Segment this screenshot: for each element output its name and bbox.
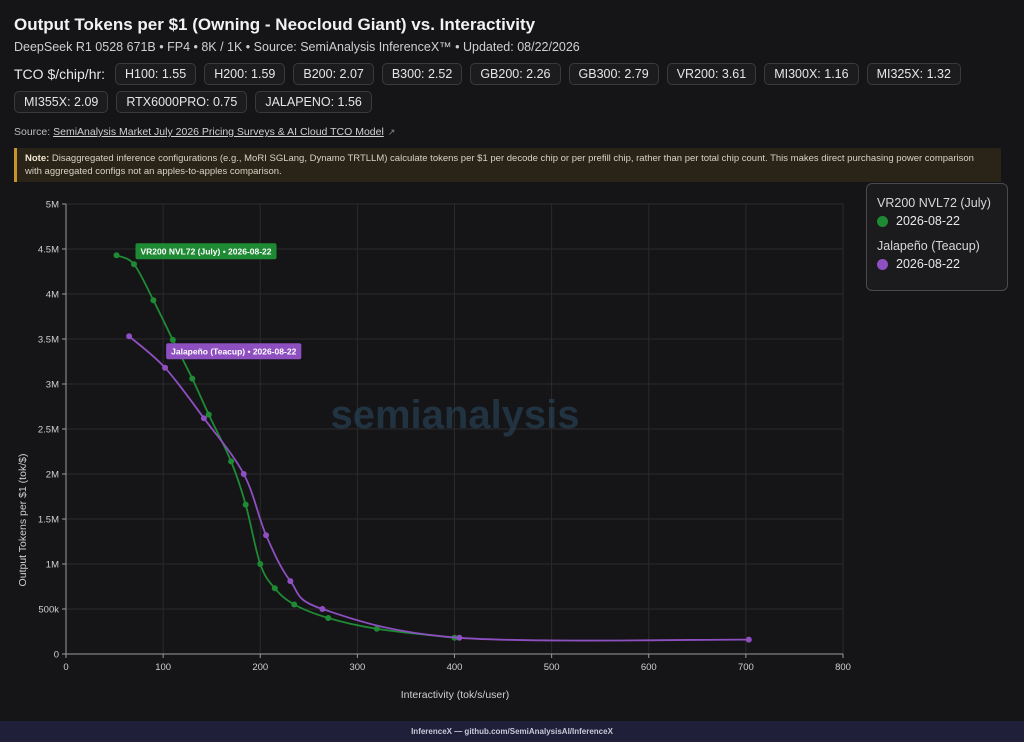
data-point (113, 252, 120, 259)
data-point (456, 634, 463, 641)
chart-axes: 0 500k 1M 1.5M 2M 2.5M 3M 3.5M 4M 4.5M 5M 0 100 200 30… (38, 200, 851, 674)
data-point (200, 415, 207, 422)
y-tick-label: 1.5M (38, 515, 59, 526)
external-link-icon[interactable]: ↗ (387, 127, 396, 137)
y-tick-label: 2M (46, 470, 59, 481)
tco-chip-mi355x[interactable]: MI355X: 2.09 (14, 91, 109, 113)
chart-series (113, 252, 752, 643)
data-point (287, 578, 294, 585)
y-tick-label: 5M (46, 200, 59, 211)
data-point (205, 411, 212, 418)
x-tick-label: 100 (155, 662, 171, 673)
x-tick-label: 0 (63, 662, 68, 673)
x-tick-label: 600 (641, 662, 657, 673)
y-tick-label: 2.5M (38, 425, 59, 436)
y-tick-label: 4.5M (38, 245, 59, 256)
legend-date-0: 2026-08-22 (896, 214, 960, 228)
data-point (271, 585, 278, 592)
tco-chip-b200[interactable]: B200: 2.07 (293, 63, 374, 85)
chart-legend: VR200 NVL72 (July) 2026-08-22 Jalapeño (… (866, 183, 1008, 291)
footer: InferenceX — github.com/SemiAnalysisAI/I… (0, 721, 1024, 742)
legend-marker-icon (877, 258, 888, 270)
x-axis-label: Interactivity (tok/s/user) (401, 689, 510, 701)
series-label-tag (166, 343, 302, 360)
data-point (291, 601, 298, 608)
data-point (745, 636, 752, 643)
y-tick-label: 1M (46, 560, 59, 571)
chart-area: semianalysis 0 500k 1M 1.5M 2M 2.5M 3M 3.5M 4M 4.… (0, 190, 860, 710)
tco-chip-h200[interactable]: H200: 1.59 (204, 63, 286, 85)
data-point (319, 606, 326, 612)
chart-title: Output Tokens per $1 (Owning - Neocloud … (14, 15, 536, 34)
data-point (169, 336, 176, 343)
note-banner: Note: Disaggregated inference configurat… (14, 148, 1001, 182)
data-point (228, 458, 235, 465)
chart-subtitle: DeepSeek R1 0528 671B • FP4 • 8K / 1K • … (14, 40, 580, 54)
x-tick-label: 400 (447, 662, 463, 673)
y-tick-label: 500k (38, 605, 59, 616)
y-tick-label: 3.5M (38, 335, 59, 346)
note-label: Note: (25, 153, 50, 164)
tco-chip-gb300[interactable]: GB300: 2.79 (568, 63, 659, 85)
source-link[interactable]: SemiAnalysis Market July 2026 Pricing Su… (53, 126, 384, 138)
tco-bar: TCO $/chip/hr: H100: 1.55 H200: 1.59 B20… (14, 63, 1014, 113)
tco-chip-jalapeno[interactable]: JALAPENO: 1.56 (255, 91, 372, 113)
tco-chip-mi325x[interactable]: MI325X: 1.32 (866, 63, 961, 85)
data-point (263, 532, 270, 539)
tco-chip-gb200[interactable]: GB200: 2.26 (470, 63, 561, 85)
series-label-text: Jalapeño (Teacup) • 2026-08-22 (171, 346, 296, 356)
data-point (189, 375, 196, 382)
note-text: Disaggregated inference configurations (… (25, 153, 974, 177)
source-line: Source: SemiAnalysis Market July 2026 Pr… (14, 126, 395, 138)
series-line (116, 254, 455, 639)
data-point (162, 364, 169, 371)
series-label-text: VR200 NVL72 (July) • 2026-08-22 (141, 246, 272, 256)
x-tick-label: 200 (252, 662, 268, 673)
data-point (373, 625, 380, 632)
legend-item-vr200[interactable]: 2026-08-22 (877, 214, 997, 228)
data-point (242, 501, 249, 508)
data-point (257, 561, 264, 567)
tco-chip-h100[interactable]: H100: 1.55 (115, 63, 197, 85)
watermark: semianalysis (330, 393, 579, 437)
legend-series-name-1: Jalapeño (Teacup) (877, 239, 980, 253)
legend-marker-icon (877, 215, 888, 227)
x-tick-label: 800 (835, 662, 851, 673)
y-tick-label: 0 (54, 650, 59, 661)
legend-date-1: 2026-08-22 (896, 257, 960, 271)
tco-chip-rtx6000pro[interactable]: RTX6000PRO: 0.75 (116, 91, 248, 113)
source-prefix: Source: (14, 126, 54, 138)
tco-chip-b300[interactable]: B300: 2.52 (381, 63, 463, 85)
data-point (240, 471, 247, 477)
x-tick-label: 500 (544, 662, 560, 673)
data-point (150, 297, 157, 304)
x-tick-label: 700 (738, 662, 754, 673)
y-tick-label: 4M (46, 290, 59, 301)
tco-chip-mi300x[interactable]: MI300X: 1.16 (764, 63, 859, 85)
chart-series-labels: VR200 NVL72 (July) • 2026-08-22 Jalapeño … (135, 243, 302, 360)
tco-label: TCO $/chip/hr: (14, 66, 106, 82)
data-point (130, 261, 137, 268)
tco-chip-vr200[interactable]: VR200: 3.61 (666, 63, 757, 85)
series-label-tag (135, 243, 277, 260)
series-line (128, 335, 749, 642)
data-point (126, 333, 133, 340)
chart-svg: semianalysis 0 500k 1M 1.5M 2M 2.5M 3M 3.5M 4M 4.… (17, 200, 851, 702)
x-tick-label: 300 (349, 662, 365, 673)
legend-series-name-0: VR200 NVL72 (July) (877, 196, 991, 210)
y-tick-label: 3M (46, 380, 59, 391)
data-point (325, 615, 332, 621)
y-axis-label: Output Tokens per $1 (tok/$) (17, 454, 29, 587)
legend-item-jalapeno[interactable]: 2026-08-22 (877, 257, 997, 271)
